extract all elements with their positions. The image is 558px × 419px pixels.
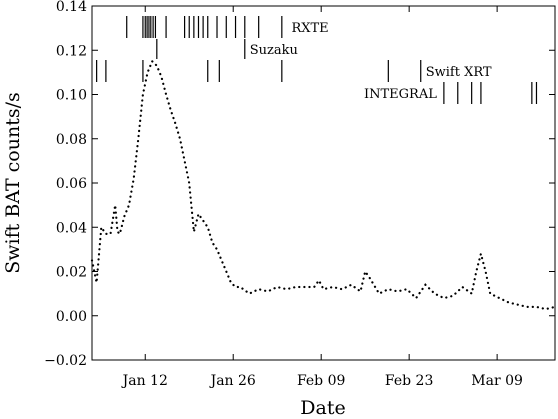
x-axis: Jan 12 Jan 26 Feb 09 Feb 23 Mar 09: [121, 6, 523, 389]
obs-label-rxte: RXTE: [291, 21, 328, 36]
y-tick-label: 0.14: [56, 0, 87, 15]
series-layer: [90, 59, 557, 311]
x-tick-label: Feb 09: [297, 373, 345, 389]
x-tick-label: Mar 09: [471, 373, 523, 389]
plot-frame: [91, 5, 556, 361]
y-axis-label: Swift BAT counts/s: [2, 92, 24, 274]
y-tick-label: 0.00: [56, 309, 87, 325]
x-tick-label: Jan 26: [209, 373, 256, 389]
y-tick-label: 0.02: [56, 265, 87, 281]
obs-label-swift-xrt: Swift XRT: [426, 65, 492, 80]
obs-label-integral: INTEGRAL: [364, 87, 437, 102]
x-tick-label: Feb 23: [385, 373, 433, 389]
series-line-0: [90, 59, 557, 311]
x-axis-label: Date: [300, 397, 345, 419]
y-tick-label: −0.02: [44, 353, 87, 369]
y-tick-label: 0.10: [56, 88, 87, 104]
y-tick-label: 0.08: [56, 132, 87, 148]
observation-markers: RXTE Suzaku Swift XRT INTEGRAL: [96, 16, 538, 104]
x-tick-label: Jan 12: [121, 373, 168, 389]
y-tick-label: 0.12: [56, 43, 87, 59]
y-tick-label: 0.06: [56, 176, 87, 192]
y-axis: −0.02 0.00 0.02 0.04 0.06 0.08 0.10 0.12 0.14: [44, 0, 555, 369]
y-tick-label: 0.04: [56, 220, 87, 236]
obs-label-suzaku: Suzaku: [250, 43, 298, 58]
